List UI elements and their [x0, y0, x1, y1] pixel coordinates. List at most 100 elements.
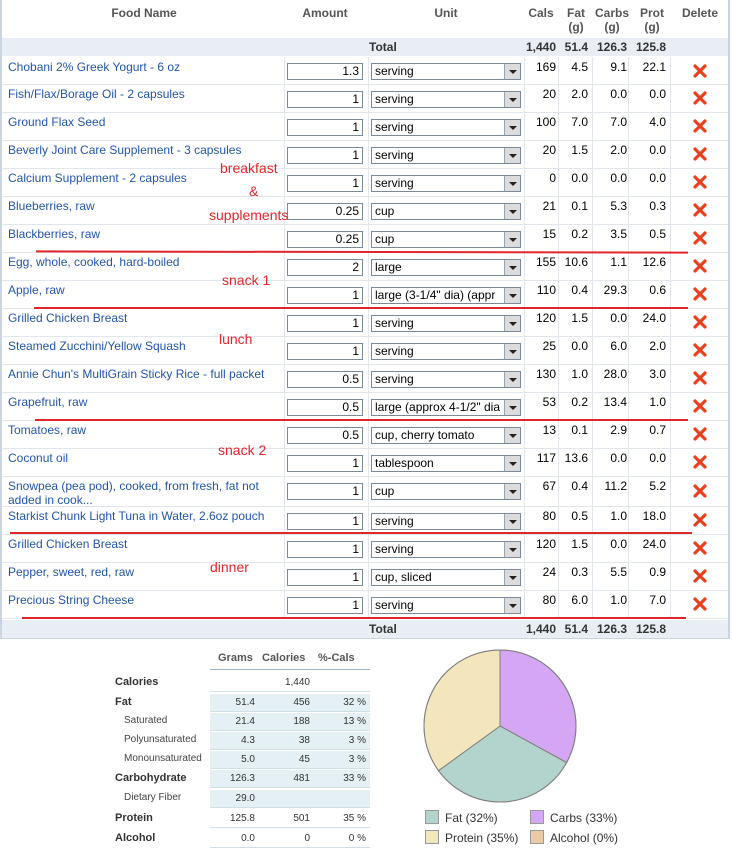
chevron-down-icon[interactable] [504, 64, 520, 79]
amount-input[interactable]: 1 [287, 147, 363, 164]
delete-x-icon[interactable] [691, 595, 709, 613]
unit-select[interactable]: serving [371, 371, 521, 388]
chevron-down-icon[interactable] [504, 176, 520, 191]
food-name-link[interactable]: Pepper, sweet, red, raw [8, 565, 135, 579]
chevron-down-icon[interactable] [504, 484, 520, 499]
food-name-link[interactable]: Grapefruit, raw [8, 395, 88, 409]
unit-select[interactable]: serving [371, 63, 521, 80]
delete-x-icon[interactable] [691, 369, 709, 387]
amount-input[interactable]: 1 [287, 175, 363, 192]
food-name-link[interactable]: Blackberries, raw [8, 227, 101, 241]
food-name-link[interactable]: Starkist Chunk Light Tuna in Water, 2.6o… [8, 509, 265, 523]
unit-select[interactable]: large (approx 4-1/2" dia [371, 399, 521, 416]
chevron-down-icon[interactable] [504, 428, 520, 443]
amount-input[interactable]: 1.3 [287, 63, 363, 80]
food-name-link[interactable]: Steamed Zucchini/Yellow Squash [8, 339, 186, 353]
unit-select[interactable]: serving [371, 541, 521, 558]
amount-input[interactable]: 1 [287, 343, 363, 360]
delete-x-icon[interactable] [691, 539, 709, 557]
amount-input[interactable]: 0.25 [287, 203, 363, 220]
amount-input[interactable]: 0.5 [287, 371, 363, 388]
delete-x-icon[interactable] [691, 567, 709, 585]
unit-select[interactable]: large [371, 259, 521, 276]
unit-select[interactable]: serving [371, 513, 521, 530]
amount-input[interactable]: 1 [287, 91, 363, 108]
chevron-down-icon[interactable] [504, 316, 520, 331]
delete-x-icon[interactable] [691, 173, 709, 191]
unit-select[interactable]: large (3-1/4" dia) (appr [371, 287, 521, 304]
chevron-down-icon[interactable] [504, 92, 520, 107]
amount-input[interactable]: 2 [287, 259, 363, 276]
unit-select[interactable]: serving [371, 91, 521, 108]
amount-input[interactable]: 1 [287, 287, 363, 304]
food-name-link[interactable]: Snowpea (pea pod), cooked, from fresh, f… [8, 479, 259, 507]
amount-input[interactable]: 1 [287, 513, 363, 530]
delete-x-icon[interactable] [691, 229, 709, 247]
amount-input[interactable]: 0.5 [287, 427, 363, 444]
food-name-link[interactable]: Annie Chun's MultiGrain Sticky Rice - fu… [8, 367, 265, 381]
delete-x-icon[interactable] [691, 511, 709, 529]
chevron-down-icon[interactable] [504, 232, 520, 247]
amount-input[interactable]: 1 [287, 597, 363, 614]
delete-x-icon[interactable] [691, 201, 709, 219]
amount-input[interactable]: 1 [287, 315, 363, 332]
delete-x-icon[interactable] [691, 89, 709, 107]
delete-x-icon[interactable] [691, 341, 709, 359]
food-name-link[interactable]: Beverly Joint Care Supplement - 3 capsul… [8, 143, 242, 157]
delete-x-icon[interactable] [691, 313, 709, 331]
chevron-down-icon[interactable] [504, 344, 520, 359]
unit-select[interactable]: cup, sliced [371, 569, 521, 586]
delete-x-icon[interactable] [691, 285, 709, 303]
unit-select[interactable]: serving [371, 119, 521, 136]
unit-select[interactable]: serving [371, 175, 521, 192]
chevron-down-icon[interactable] [504, 514, 520, 529]
food-name-link[interactable]: Apple, raw [8, 283, 65, 297]
delete-x-icon[interactable] [691, 145, 709, 163]
chevron-down-icon[interactable] [504, 542, 520, 557]
chevron-down-icon[interactable] [504, 204, 520, 219]
food-name-link[interactable]: Calcium Supplement - 2 capsules [8, 171, 187, 185]
unit-select[interactable]: cup [371, 203, 521, 220]
unit-select[interactable]: cup [371, 483, 521, 500]
unit-select[interactable]: serving [371, 315, 521, 332]
amount-input[interactable]: 0.5 [287, 399, 363, 416]
amount-input[interactable]: 1 [287, 569, 363, 586]
food-name-link[interactable]: Coconut oil [8, 451, 69, 465]
delete-x-icon[interactable] [691, 62, 709, 80]
food-name-link[interactable]: Fish/Flax/Borage Oil - 2 capsules [8, 87, 185, 101]
delete-x-icon[interactable] [691, 482, 709, 500]
unit-select[interactable]: cup [371, 231, 521, 248]
chevron-down-icon[interactable] [504, 120, 520, 135]
food-name-link[interactable]: Egg, whole, cooked, hard-boiled [8, 255, 180, 269]
unit-select[interactable]: serving [371, 147, 521, 164]
amount-input[interactable]: 1 [287, 483, 363, 500]
chevron-down-icon[interactable] [504, 400, 520, 415]
chevron-down-icon[interactable] [504, 456, 520, 471]
delete-x-icon[interactable] [691, 425, 709, 443]
amount-input[interactable]: 0.25 [287, 231, 363, 248]
chevron-down-icon[interactable] [504, 148, 520, 163]
delete-x-icon[interactable] [691, 257, 709, 275]
food-name-link[interactable]: Grilled Chicken Breast [8, 537, 128, 551]
chevron-down-icon[interactable] [504, 260, 520, 275]
food-name-link[interactable]: Grilled Chicken Breast [8, 311, 128, 325]
food-name-link[interactable]: Chobani 2% Greek Yogurt - 6 oz [8, 60, 181, 74]
chevron-down-icon[interactable] [504, 598, 520, 613]
food-name-link[interactable]: Ground Flax Seed [8, 115, 106, 129]
chevron-down-icon[interactable] [504, 372, 520, 387]
amount-input[interactable]: 1 [287, 541, 363, 558]
amount-input[interactable]: 1 [287, 119, 363, 136]
chevron-down-icon[interactable] [504, 288, 520, 303]
food-name-link[interactable]: Precious String Cheese [8, 593, 135, 607]
amount-input[interactable]: 1 [287, 455, 363, 472]
delete-x-icon[interactable] [691, 397, 709, 415]
food-name-link[interactable]: Blueberries, raw [8, 199, 95, 213]
unit-select[interactable]: serving [371, 597, 521, 614]
unit-select[interactable]: cup, cherry tomato [371, 427, 521, 444]
delete-x-icon[interactable] [691, 453, 709, 471]
delete-x-icon[interactable] [691, 117, 709, 135]
unit-select[interactable]: tablespoon [371, 455, 521, 472]
chevron-down-icon[interactable] [504, 570, 520, 585]
unit-select[interactable]: serving [371, 343, 521, 360]
food-name-link[interactable]: Tomatoes, raw [8, 423, 87, 437]
